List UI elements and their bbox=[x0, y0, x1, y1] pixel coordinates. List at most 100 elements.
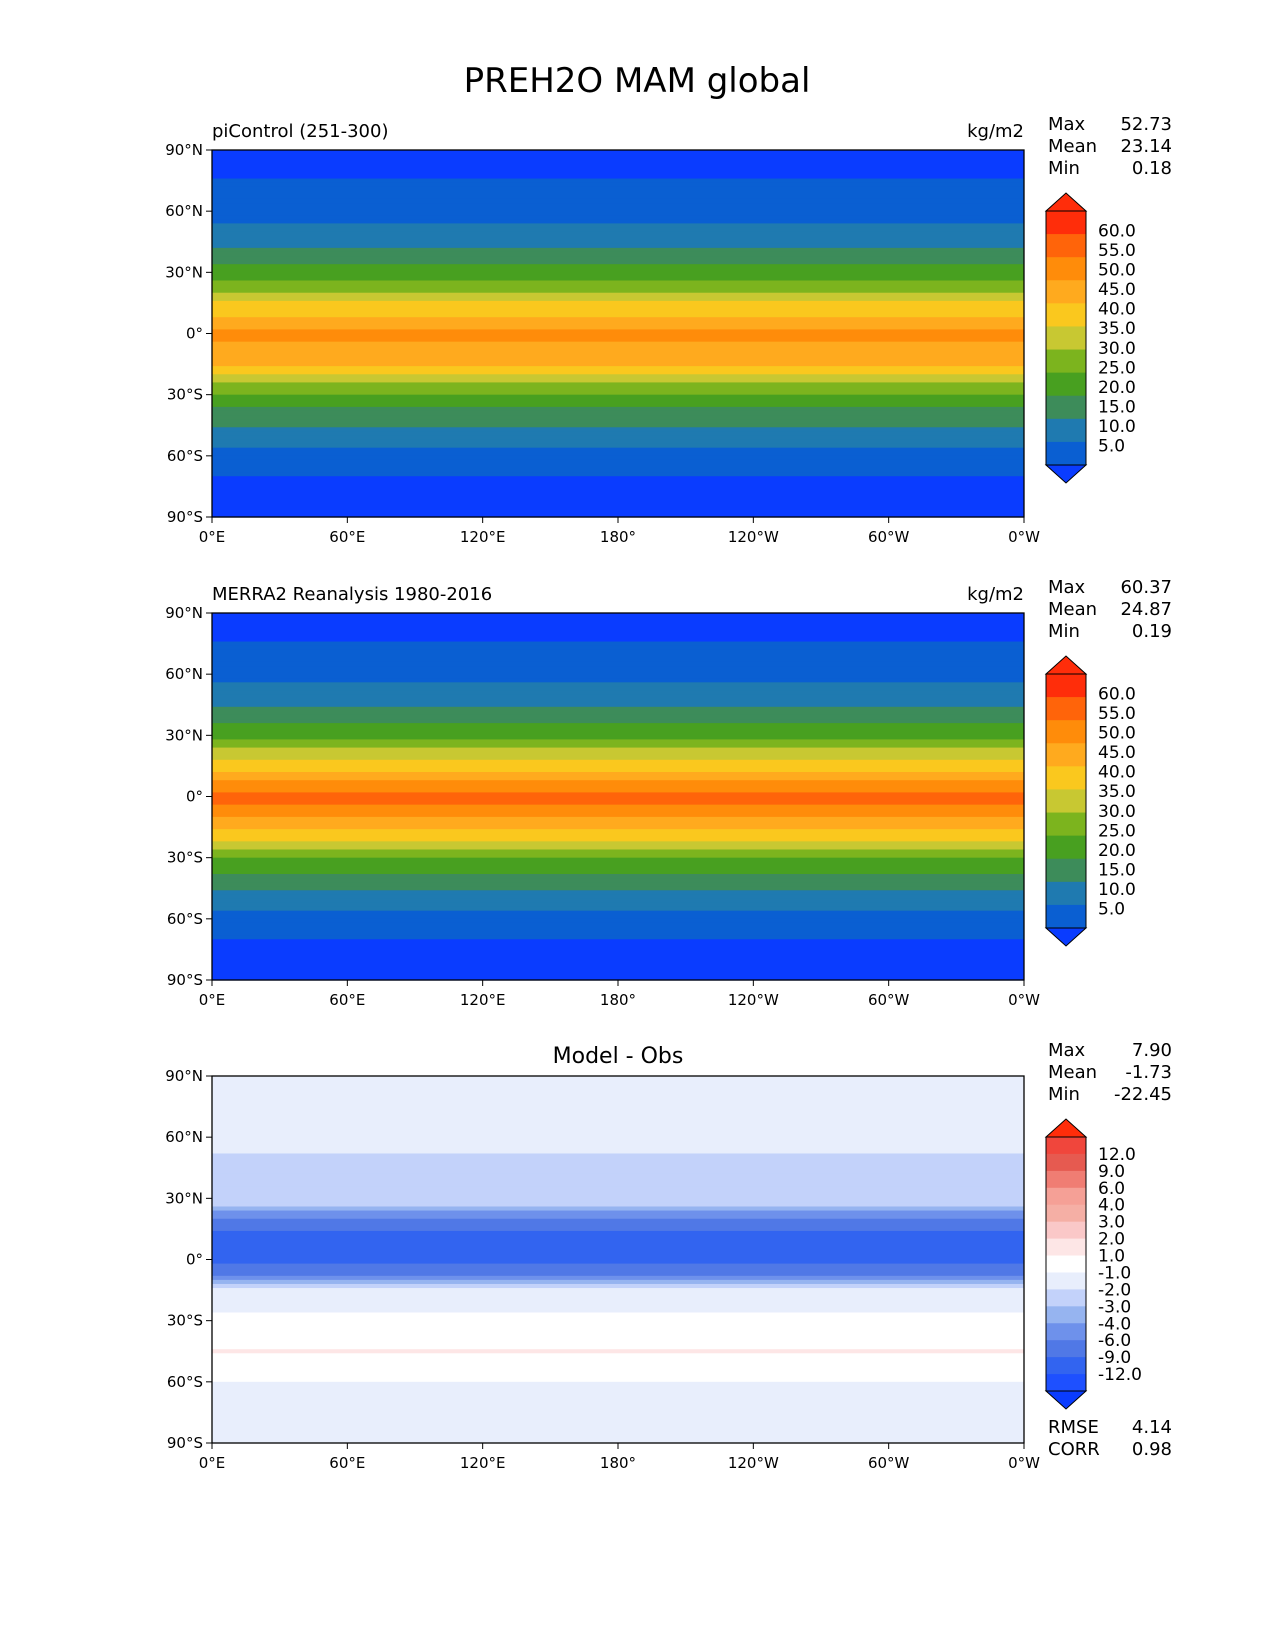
heatmap-band bbox=[212, 1341, 1024, 1346]
colorbar-segment bbox=[1046, 211, 1086, 235]
heatmap-band bbox=[212, 1361, 1024, 1367]
colorbar-segment bbox=[1046, 743, 1086, 767]
heatmap-band bbox=[212, 653, 1024, 659]
heatmap-band bbox=[212, 776, 1024, 781]
panel-left-title: MERRA2 Reanalysis 1980-2016 bbox=[212, 584, 492, 605]
heatmap-band bbox=[212, 910, 1024, 916]
heatmap-band bbox=[212, 808, 1024, 814]
panel-units: kg/m2 bbox=[967, 584, 1024, 605]
x-tick-label: 120°E bbox=[460, 528, 506, 546]
heatmap-band bbox=[212, 617, 1024, 622]
colorbar-segment bbox=[1046, 280, 1086, 304]
heatmap-band bbox=[212, 780, 1024, 785]
bottom-stat-label: CORR bbox=[1048, 1439, 1100, 1460]
colorbar-label: 45.0 bbox=[1098, 280, 1136, 300]
y-tick-label: 30°N bbox=[165, 726, 203, 744]
heatmap-band bbox=[212, 459, 1024, 465]
heatmap-band bbox=[212, 203, 1024, 208]
y-tick-label: 60°N bbox=[165, 202, 203, 220]
colorbar-segment bbox=[1046, 881, 1086, 906]
heatmap-band bbox=[212, 504, 1024, 510]
x-tick-label: 120°E bbox=[460, 991, 506, 1009]
heatmap-band bbox=[212, 975, 1024, 981]
heatmap-band bbox=[212, 1394, 1024, 1399]
figure-title: PREH2O MAM global bbox=[464, 61, 811, 101]
colorbar-label: 2.0 bbox=[1098, 1230, 1125, 1250]
colorbar-segment bbox=[1046, 904, 1086, 929]
y-tick-label: 30°S bbox=[167, 386, 203, 404]
heatmap-band bbox=[212, 1210, 1024, 1216]
heatmap-band bbox=[212, 378, 1024, 384]
heatmap-band bbox=[212, 1414, 1024, 1420]
y-tick-label: 0° bbox=[186, 788, 203, 806]
heatmap-band bbox=[212, 1377, 1024, 1383]
colorbar-segment bbox=[1046, 1374, 1086, 1392]
colorbar-segment bbox=[1046, 418, 1086, 443]
y-tick-label: 0° bbox=[186, 1251, 203, 1269]
stat-label: Min bbox=[1048, 158, 1080, 179]
heatmap-band bbox=[212, 743, 1024, 749]
heatmap-band bbox=[212, 902, 1024, 908]
colorbar-segment bbox=[1046, 1323, 1086, 1341]
x-tick-label: 0°W bbox=[1008, 1454, 1040, 1472]
stat-label: Max bbox=[1048, 577, 1086, 598]
heatmap-band bbox=[212, 670, 1024, 675]
heatmap-band bbox=[212, 1328, 1024, 1334]
heatmap-band bbox=[212, 869, 1024, 875]
colorbar-segment bbox=[1046, 1204, 1086, 1223]
heatmap-band bbox=[212, 447, 1024, 453]
heatmap-bands bbox=[212, 1076, 1024, 1444]
heatmap-band bbox=[212, 1288, 1024, 1293]
heatmap-band bbox=[212, 288, 1024, 294]
heatmap-band bbox=[212, 1332, 1024, 1338]
heatmap-band bbox=[212, 215, 1024, 220]
heatmap-band bbox=[212, 763, 1024, 769]
heatmap-band bbox=[212, 292, 1024, 298]
heatmap-band bbox=[212, 443, 1024, 449]
colorbar-segment bbox=[1046, 1137, 1086, 1155]
heatmap-band bbox=[212, 739, 1024, 745]
x-tick-label: 0°W bbox=[1008, 991, 1040, 1009]
colorbar-label: -1.0 bbox=[1098, 1264, 1131, 1284]
heatmap-band bbox=[212, 374, 1024, 379]
heatmap-band bbox=[212, 1434, 1024, 1440]
colorbar-segment bbox=[1046, 697, 1086, 721]
heatmap-band bbox=[212, 751, 1024, 757]
bottom-stat-value: 0.98 bbox=[1132, 1439, 1172, 1460]
colorbar-label: -2.0 bbox=[1098, 1280, 1131, 1300]
heatmap-band bbox=[212, 735, 1024, 741]
heatmap-band bbox=[212, 1263, 1024, 1269]
heatmap-band bbox=[212, 1410, 1024, 1416]
colorbar-extend-min bbox=[1044, 464, 1088, 484]
heatmap-band bbox=[212, 633, 1024, 639]
heatmap-band bbox=[212, 154, 1024, 159]
colorbar-segment bbox=[1046, 1153, 1086, 1172]
heatmap-band bbox=[212, 767, 1024, 773]
heatmap-band bbox=[212, 759, 1024, 765]
stat-label: Min bbox=[1048, 1084, 1080, 1105]
heatmap-band bbox=[212, 914, 1024, 920]
heatmap-band bbox=[212, 1084, 1024, 1089]
heatmap-band bbox=[212, 488, 1024, 494]
colorbar-label: 50.0 bbox=[1098, 261, 1136, 281]
heatmap-band bbox=[212, 690, 1024, 696]
y-tick-label: 60°S bbox=[167, 1373, 203, 1391]
colorbar-segment bbox=[1046, 1187, 1086, 1206]
heatmap-band bbox=[212, 886, 1024, 891]
stat-label: Mean bbox=[1048, 1062, 1097, 1083]
colorbar-label: 12.0 bbox=[1098, 1145, 1136, 1165]
heatmap-band bbox=[212, 1320, 1024, 1326]
heatmap-band bbox=[212, 1186, 1024, 1191]
colorbar-label: 40.0 bbox=[1098, 300, 1136, 320]
colorbar: 60.055.050.045.040.035.030.025.020.015.0… bbox=[1044, 192, 1136, 484]
heatmap-band bbox=[212, 1247, 1024, 1252]
heatmap-band bbox=[212, 1398, 1024, 1403]
y-tick-label: 90°N bbox=[165, 141, 203, 159]
colorbar-label: 30.0 bbox=[1098, 802, 1136, 822]
heatmap-band bbox=[212, 727, 1024, 732]
heatmap-band bbox=[212, 1422, 1024, 1428]
colorbar-label: 15.0 bbox=[1098, 860, 1136, 880]
heatmap-band bbox=[212, 861, 1024, 867]
colorbar-frame bbox=[1045, 673, 1087, 929]
